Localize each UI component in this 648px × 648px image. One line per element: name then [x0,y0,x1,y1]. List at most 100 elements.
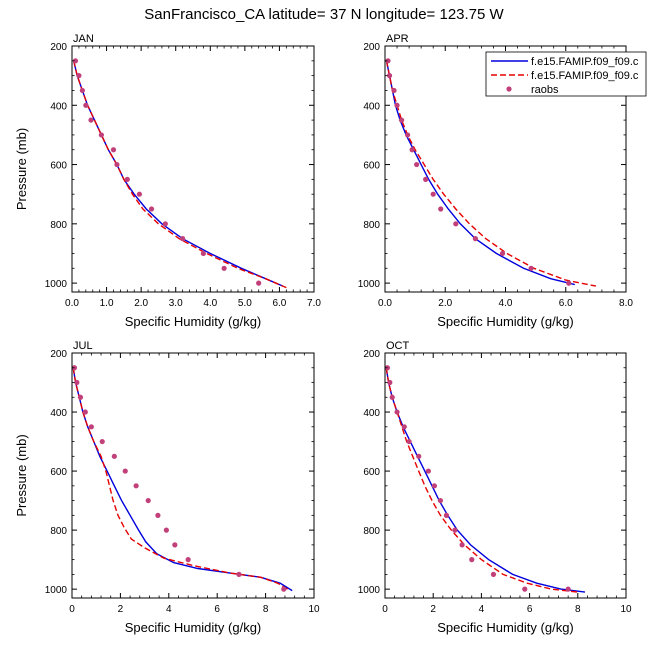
raobs-marker [145,497,151,504]
raobs-marker [437,497,444,504]
raobs-marker [459,542,465,548]
y-tick-label: 200 [50,42,67,53]
legend: f.e15.FAMIP.f09_f09.c f.e15.FAMIP.f09_f09… [485,51,647,97]
solid-series-line [385,60,575,286]
y-tick-label: 600 [50,467,67,478]
y-tick-label: 400 [363,101,380,112]
x-tick-label: 6 [214,604,220,615]
raobs-marker [99,438,105,445]
x-axis-label: Specific Humidity (g/kg) [437,314,574,329]
x-tick-label: 8.0 [619,298,633,309]
raobs-marker [74,379,80,386]
raobs-marker [162,221,168,227]
raobs-marker [423,176,429,182]
plot-area [385,58,597,287]
raobs-marker [163,527,169,533]
plot-area [72,365,293,592]
raobs-marker [404,132,411,138]
raobs-marker [180,236,186,242]
raobs-marker [430,191,436,197]
plot-area [72,58,287,289]
y-tick-label: 800 [363,526,380,537]
y-tick-label: 600 [363,161,380,172]
raobs-marker [72,58,79,64]
chart-panel-oct: 0 2 4 6 8 10 200 400 600 800 1000 OCT Specific Humid… [358,340,632,635]
dashed-series-line [385,367,578,593]
raobs-marker [438,206,444,212]
x-tick-label: 0.0 [378,298,392,309]
x-tick-label: 2 [118,604,124,615]
plot-frame [71,352,315,599]
raobs-marker [431,483,438,489]
raobs-marker [79,87,85,94]
x-tick-label: 0.0 [65,298,79,309]
y-tick-label: 800 [50,220,67,231]
raobs-marker [394,409,400,415]
chart-panel-jul: 0 2 4 6 8 10 200 400 600 800 1000 JUL Specific Humid… [14,340,320,635]
raobs-marker [281,586,287,592]
raobs-marker [148,206,155,212]
figure-title: SanFrancisco_CA latitude= 37 N longitude… [144,6,504,23]
raobs-marker [77,394,84,400]
raobs-marker [490,571,497,577]
raobs-marker [453,221,459,227]
raobs-marker [499,250,506,257]
raobs-marker [385,365,391,371]
x-tick-label: 0 [69,604,75,615]
raobs-marker [566,280,572,286]
solid-series-line [385,367,586,593]
raobs-marker [565,586,571,592]
y-tick-label: 400 [363,408,380,419]
x-tick-label: 5.0 [238,298,252,309]
chart-panel-apr: 0.0 2.0 4.0 6.0 8.0 200 400 600 800 1000 APR Specif… [358,33,634,329]
chart-panel-jan: 0.0 1.0 2.0 3.0 4.0 5.0 6.0 7.0 200 400 600 800 1000… [14,33,321,329]
y-tick-label: 1000 [358,279,381,290]
legend-label: f.e15.FAMIP.f09_f09.c [531,56,639,68]
y-tick-label: 200 [50,349,67,360]
raobs-marker [425,468,431,474]
x-axis-label: Specific Humidity (g/kg) [437,620,574,635]
raobs-marker [472,236,478,242]
y-tick-label: 1000 [358,585,381,596]
raobs-marker [83,102,89,108]
legend-label: f.e15.FAMIP.f09_f09.c [531,70,639,82]
raobs-marker [387,379,393,386]
panel-title: OCT [386,340,410,352]
x-tick-label: 2.0 [438,298,452,309]
x-tick-label: 2 [430,604,436,615]
panels-layer: 0.0 1.0 2.0 3.0 4.0 5.0 6.0 7.02004006008001000… [14,33,633,635]
solid-series-line [72,367,293,592]
raobs-marker [122,468,128,474]
x-tick-label: 2.0 [134,298,148,309]
x-tick-label: 4.0 [499,298,513,309]
x-axis-label: Specific Humidity (g/kg) [125,620,262,635]
raobs-marker [124,176,130,182]
raobs-marker [409,147,415,153]
raobs-marker [443,512,450,518]
x-tick-label: 10 [620,604,632,615]
raobs-marker [133,483,139,489]
plot-frame [71,45,315,293]
y-tick-label: 200 [363,349,380,360]
x-tick-label: 4 [479,604,485,615]
raobs-marker [394,102,400,108]
dashed-series-line [385,60,597,287]
x-tick-label: 6.0 [272,298,286,309]
y-tick-label: 600 [50,161,67,172]
solid-series-line [73,60,284,287]
x-tick-label: 3.0 [169,298,183,309]
x-tick-label: 6 [527,604,533,615]
y-tick-label: 1000 [45,585,68,596]
panel-title: JAN [73,33,94,45]
raobs-marker [416,453,422,459]
raobs-marker [200,250,206,257]
legend-box [485,51,647,97]
raobs-marker [452,527,458,533]
dashed-series-line [73,60,287,289]
raobs-marker [88,424,94,430]
raobs-marker [155,512,161,518]
raobs-marker [528,265,534,271]
raobs-marker [256,280,262,286]
raobs-marker [82,409,88,415]
